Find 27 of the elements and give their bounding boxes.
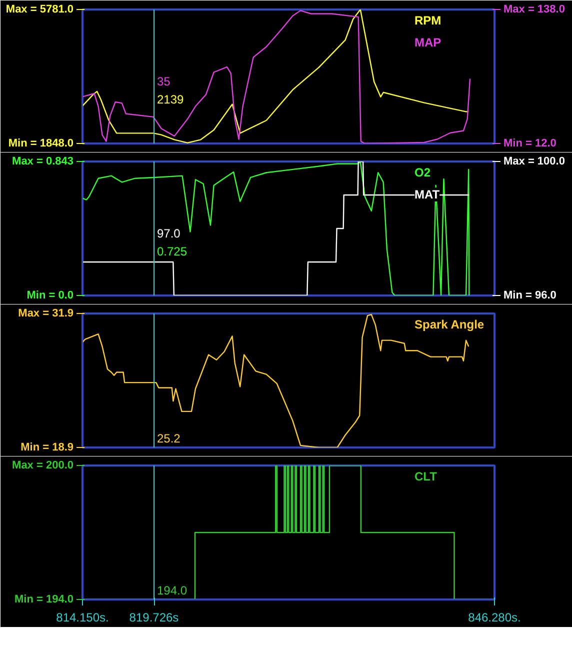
annotation: 194.0 (157, 584, 188, 598)
y-tick-label: Min = 194.0 (14, 594, 74, 606)
y2-tick-label: Min = 96.0 (504, 290, 556, 302)
annotation: 35 (157, 74, 171, 88)
annotation: 97.0 (157, 226, 181, 240)
y-tick-label: Min = 0.0 (26, 290, 74, 302)
y2-tick-label: Min = 12.0 (504, 138, 556, 150)
series-label: O2 (414, 166, 431, 180)
y2-tick-label: Max = 100.0 (504, 156, 565, 168)
y-tick-label: Max = 31.9 (18, 308, 74, 320)
annotation: 0.725 (157, 244, 188, 258)
y-tick-label: Max = 200.0 (12, 460, 74, 472)
y-tick-label: Min = 1848.0 (8, 138, 74, 150)
x-tick-label: 846.280s. (468, 610, 521, 624)
text: CLT (414, 470, 438, 484)
series-label: Spark Angle (414, 318, 484, 332)
text: MAP (414, 36, 442, 50)
text: RPM (414, 14, 442, 28)
ref-line-label: 819.726s (129, 610, 179, 624)
y2-tick-label: Max = 138.0 (504, 4, 565, 16)
y-tick-label: Min = 18.9 (20, 442, 74, 454)
y-tick-label: Max = 5781.0 (6, 4, 74, 16)
annotation: 2139 (157, 92, 184, 106)
x-tick-label: 814.150s. (56, 610, 109, 624)
annotation: 25.2 (157, 432, 181, 446)
y-tick-label: Max = 0.843 (12, 156, 74, 168)
series-label: MAT (414, 188, 440, 202)
